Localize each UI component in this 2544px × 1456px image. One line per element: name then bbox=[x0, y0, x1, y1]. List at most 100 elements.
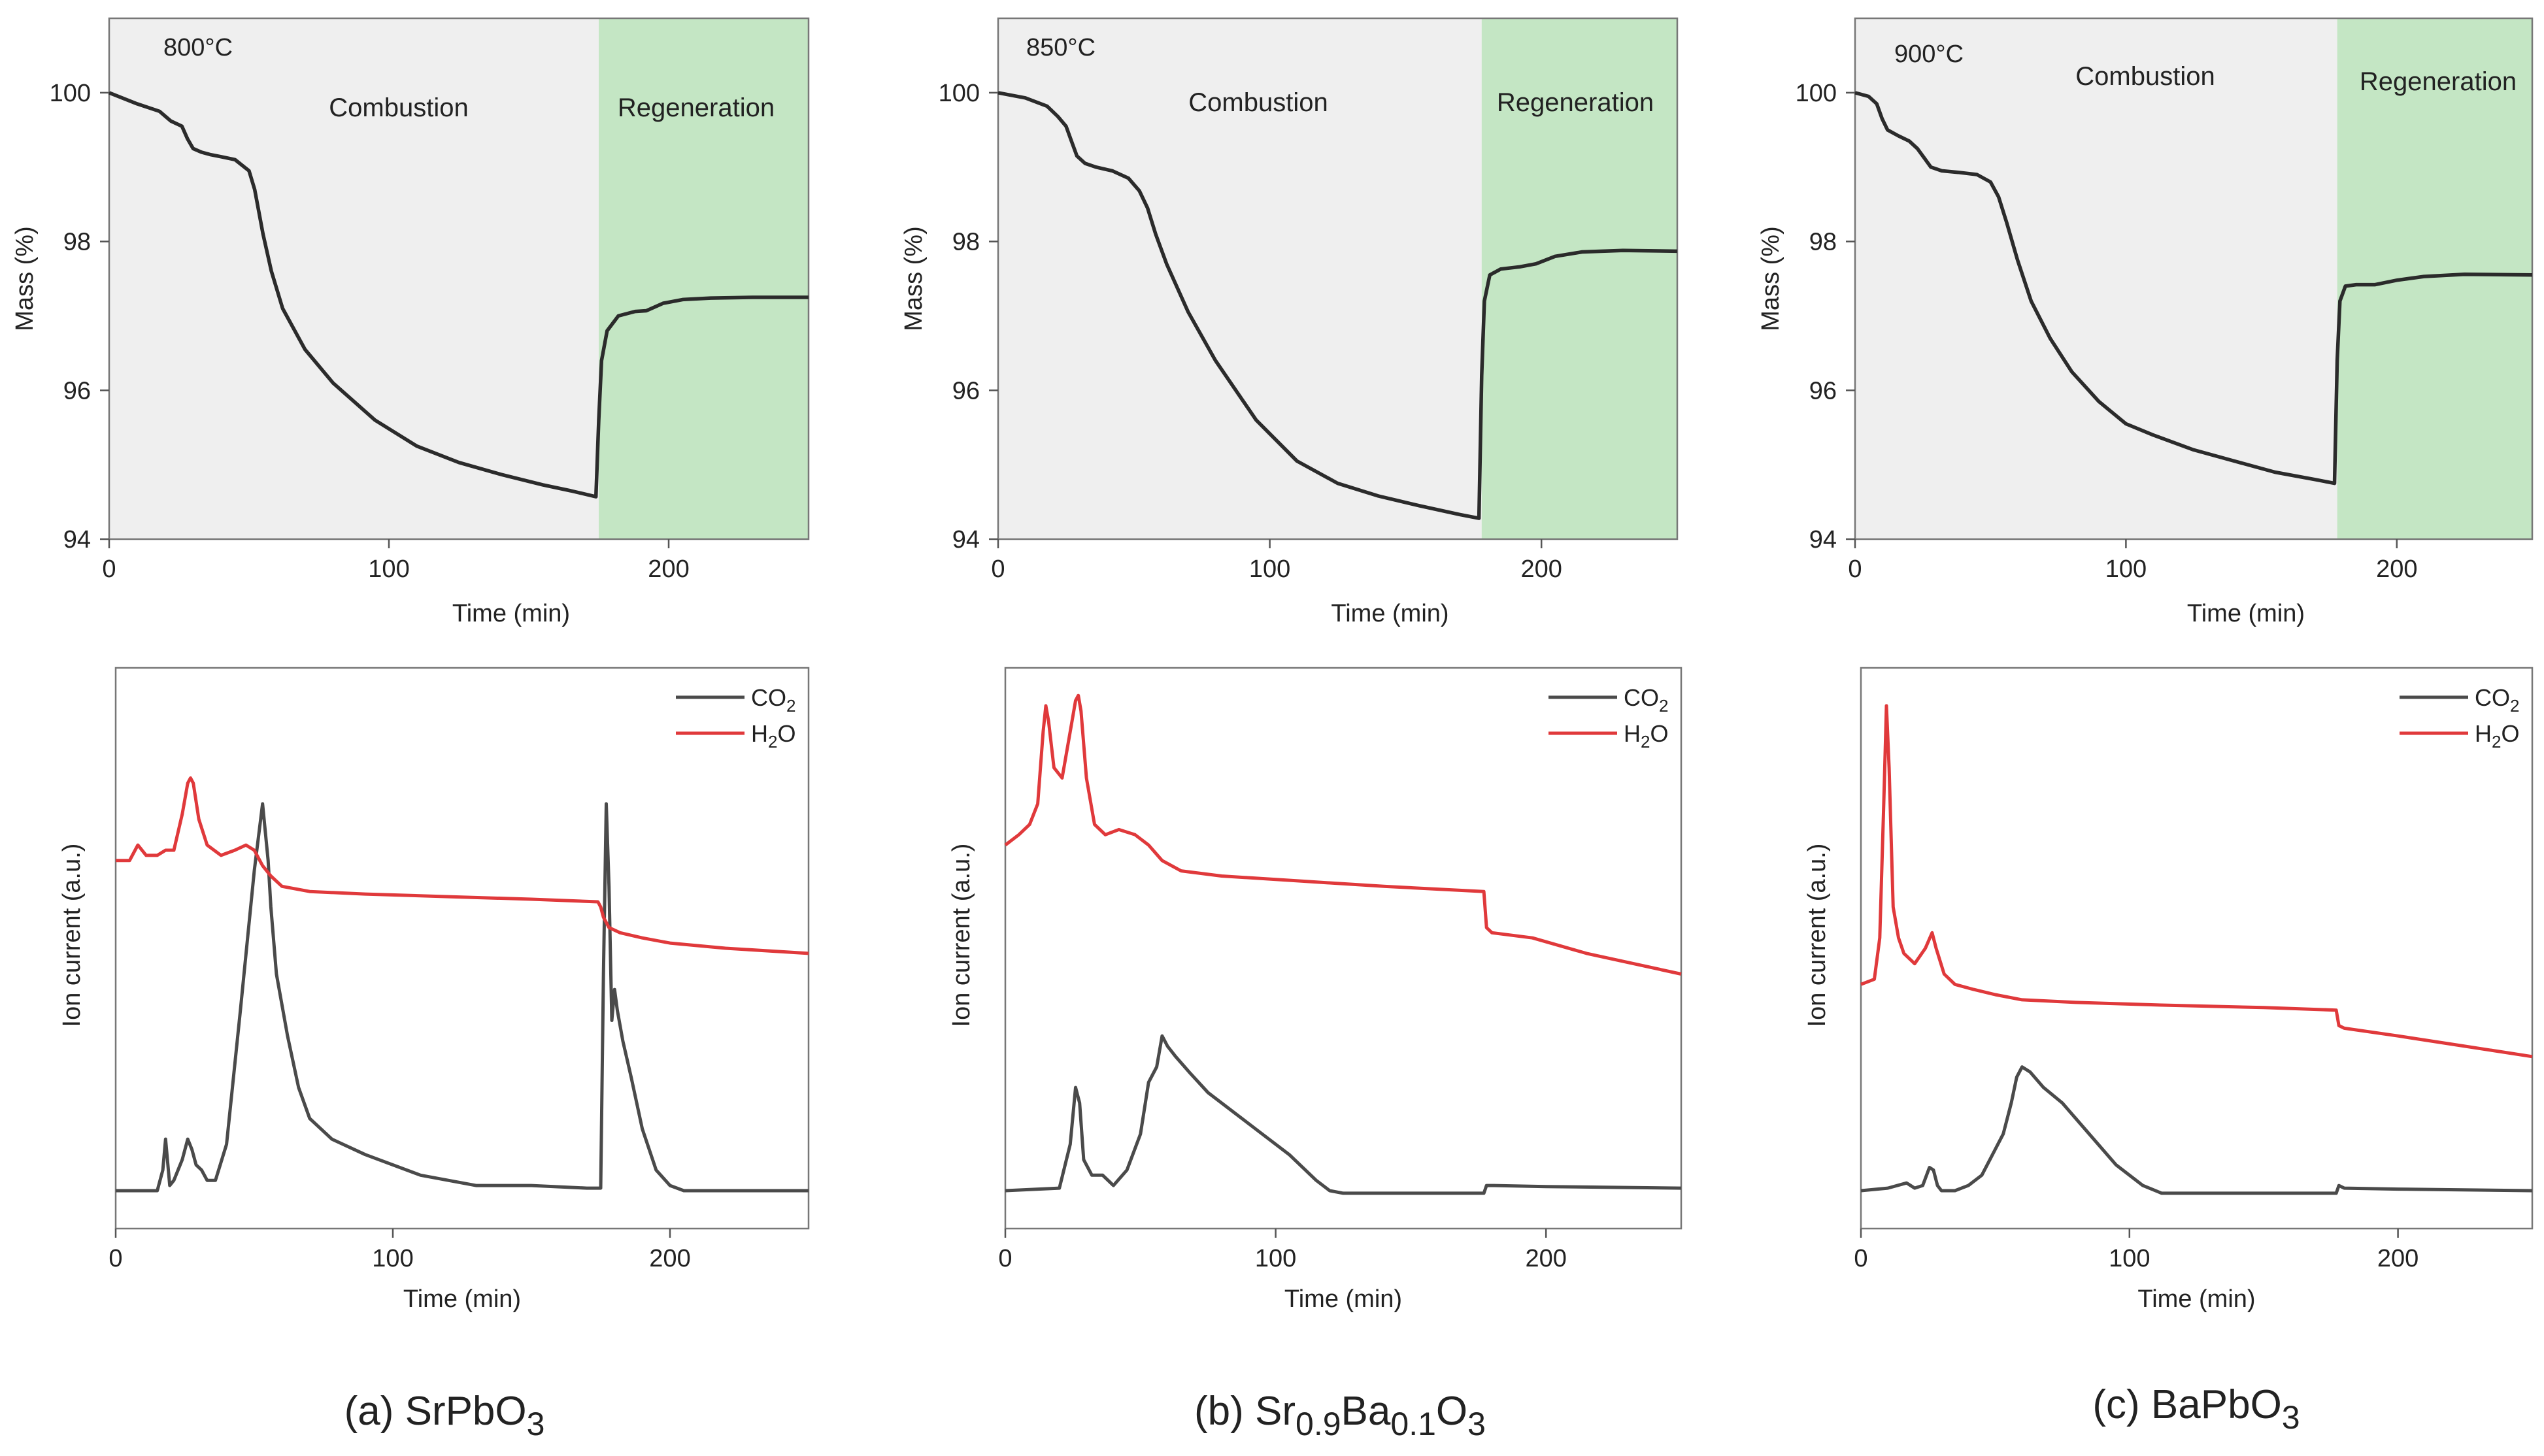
legend-label-main: H bbox=[751, 720, 768, 747]
mass-curve bbox=[997, 91, 1678, 520]
caption-subscript: 0.1 bbox=[1390, 1406, 1436, 1442]
combustion-label: Combustion bbox=[1188, 88, 1328, 117]
temperature-label: 850°C bbox=[1026, 34, 1096, 61]
caption-text: (c) BaPbO bbox=[2092, 1382, 2281, 1427]
ion-ylabel: Ion current (a.u.) bbox=[1803, 844, 1831, 1027]
mass-curve bbox=[1854, 91, 2533, 486]
regeneration-label: Regeneration bbox=[1497, 88, 1654, 117]
mass-plot: 0 100 200 94 96 98 100 Time (min) Mass (%) 900°C C… bbox=[1757, 17, 2534, 627]
mass-xlabel: Time (min) bbox=[2187, 600, 2305, 627]
mass-ytick-label: 96 bbox=[952, 377, 980, 405]
legend-label-main: H bbox=[1624, 720, 1641, 747]
legend-label-sub: 2 bbox=[1659, 696, 1668, 716]
ion-ylabel: Ion current (a.u.) bbox=[58, 844, 86, 1027]
caption-subscript: 3 bbox=[1467, 1406, 1486, 1442]
regeneration-region bbox=[2337, 18, 2532, 539]
panel-caption: (a) SrPbO3 bbox=[344, 1389, 545, 1442]
mass-plot: 0 100 200 94 96 98 100 Time (min) Mass (%) 800°C C… bbox=[11, 17, 810, 627]
legend-label-0: CO2 bbox=[2475, 684, 2519, 716]
legend-label-1: H2O bbox=[751, 720, 795, 752]
legend-label-main: CO bbox=[2475, 684, 2510, 711]
legend-label-sub: 2 bbox=[786, 696, 795, 716]
caption-subscript: 0.9 bbox=[1296, 1406, 1341, 1442]
ion-plot-frame bbox=[1004, 667, 1682, 1230]
mass-xtick-label: 0 bbox=[991, 555, 1005, 583]
mass-ytick-label: 94 bbox=[1809, 526, 1837, 554]
mass-xtick-label: 0 bbox=[1848, 555, 1862, 583]
mass-ylabel: Mass (%) bbox=[11, 226, 39, 331]
legend-label-main: CO bbox=[1624, 684, 1659, 711]
regeneration-region bbox=[1481, 18, 1677, 539]
combustion-label: Combustion bbox=[329, 93, 468, 122]
panel-2: 0 100 200 94 96 98 100 Time (min) Mass (%) 850°C C… bbox=[900, 17, 1682, 1442]
mass-xtick-label: 200 bbox=[1520, 555, 1562, 583]
mass-ytick-label: 98 bbox=[1809, 229, 1837, 256]
legend-label-tail: O bbox=[777, 720, 795, 747]
mass-ytick-label: 100 bbox=[50, 80, 91, 107]
ion-xtick-label: 0 bbox=[1854, 1245, 1867, 1272]
combustion-region bbox=[1855, 18, 2337, 539]
mass-xlabel: Time (min) bbox=[1331, 600, 1448, 627]
regeneration-label: Regeneration bbox=[2360, 67, 2517, 96]
legend-label-1: H2O bbox=[2475, 720, 2519, 752]
mass-ylabel: Mass (%) bbox=[1757, 226, 1784, 331]
mass-plot: 0 100 200 94 96 98 100 Time (min) Mass (%) 850°C C… bbox=[900, 17, 1679, 627]
panel-caption: (b) Sr0.9Ba0.1O3 bbox=[1194, 1389, 1486, 1442]
series-h2o-line bbox=[116, 776, 809, 955]
regeneration-label: Regeneration bbox=[618, 93, 775, 122]
caption-text: (b) Sr bbox=[1194, 1389, 1296, 1434]
mass-ytick-label: 94 bbox=[952, 526, 980, 554]
ion-xtick-label: 0 bbox=[109, 1245, 122, 1272]
caption-subscript: 3 bbox=[527, 1406, 545, 1442]
legend-label-sub: 2 bbox=[2492, 732, 2501, 752]
ion-xlabel: Time (min) bbox=[403, 1285, 521, 1313]
temperature-label: 800°C bbox=[163, 34, 233, 61]
series-co2-line bbox=[116, 802, 809, 1193]
series-h2o-line bbox=[1860, 704, 2533, 1059]
legend-label-tail: O bbox=[1650, 720, 1668, 747]
mass-xtick-label: 200 bbox=[648, 555, 689, 583]
combustion-label: Combustion bbox=[2075, 62, 2215, 91]
mass-ytick-label: 94 bbox=[63, 526, 91, 554]
mass-xlabel: Time (min) bbox=[452, 600, 570, 627]
ion-xtick-label: 200 bbox=[649, 1245, 690, 1272]
series-co2-line bbox=[1860, 1065, 2533, 1195]
panel-1: 0 100 200 94 96 98 100 Time (min) Mass (%) 800°C C… bbox=[11, 17, 810, 1442]
ion-plot-frame bbox=[114, 667, 810, 1230]
legend-label-1: H2O bbox=[1624, 720, 1668, 752]
combustion-region bbox=[998, 18, 1482, 539]
mass-ytick-label: 96 bbox=[1809, 377, 1837, 405]
ion-ylabel: Ion current (a.u.) bbox=[948, 844, 975, 1027]
caption-text: Ba bbox=[1341, 1389, 1391, 1434]
mass-xtick-label: 100 bbox=[368, 555, 409, 583]
legend-label-0: CO2 bbox=[1624, 684, 1668, 716]
ion-plot-frame bbox=[1860, 667, 2534, 1230]
legend-label-main: CO bbox=[751, 684, 786, 711]
mass-xtick-label: 200 bbox=[2376, 555, 2417, 583]
ion-xlabel: Time (min) bbox=[1284, 1285, 1402, 1313]
series-h2o-line bbox=[1004, 693, 1682, 976]
ion-xtick-label: 200 bbox=[1525, 1245, 1566, 1272]
ion-xtick-label: 100 bbox=[2109, 1245, 2150, 1272]
mass-ytick-label: 100 bbox=[1796, 80, 1837, 107]
legend-label-sub: 2 bbox=[768, 732, 777, 752]
mass-ytick-label: 98 bbox=[952, 229, 980, 256]
legend-label-sub: 2 bbox=[2510, 696, 2519, 716]
regeneration-region bbox=[599, 18, 809, 539]
ion-xtick-label: 100 bbox=[372, 1245, 413, 1272]
caption-subscript: 3 bbox=[2282, 1399, 2300, 1436]
series-co2-line bbox=[1005, 1034, 1682, 1195]
mass-plot-frame bbox=[997, 17, 1679, 540]
caption-text: (a) SrPbO bbox=[344, 1389, 527, 1434]
mass-curve bbox=[108, 91, 809, 499]
combustion-region bbox=[109, 18, 599, 539]
mass-ylabel: Mass (%) bbox=[900, 226, 928, 331]
mass-xtick-label: 100 bbox=[2105, 555, 2147, 583]
panel-3: 0 100 200 94 96 98 100 Time (min) Mass (%) 900°C C… bbox=[1757, 17, 2534, 1436]
